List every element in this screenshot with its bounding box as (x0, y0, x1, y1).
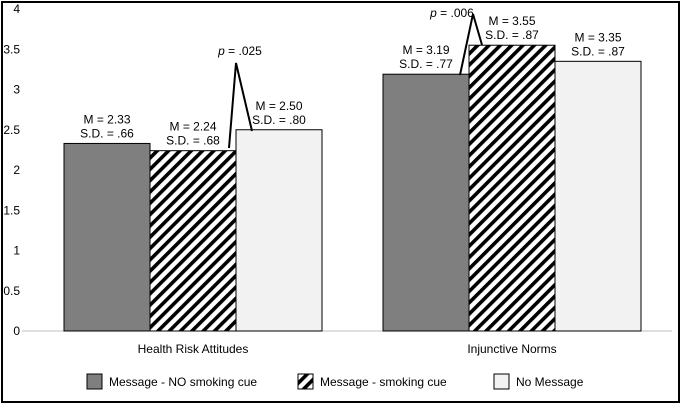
bar-label-sd: S.D. = .77 (399, 57, 453, 71)
bar-label-sd: S.D. = .87 (571, 44, 625, 58)
legend-swatch (493, 373, 510, 390)
bar-health-risk-1 (63, 142, 151, 332)
legend-label: No Message (516, 375, 584, 389)
bars (63, 44, 642, 332)
y-tick-label: 1 (13, 244, 20, 258)
p-value: = .025 (225, 44, 262, 58)
bar-injunctive-norms-1 (382, 73, 470, 332)
bar-label-mean: M = 2.50 (255, 99, 302, 113)
p-value-label: p = .006 (429, 6, 474, 20)
legend-label: Message - NO smoking cue (109, 375, 257, 389)
bar-label-sd: S.D. = .66 (80, 126, 134, 140)
bar-label-mean: M = 3.35 (574, 30, 621, 44)
bar-health-risk-3 (235, 129, 323, 332)
bar-label-mean: M = 2.33 (83, 112, 130, 126)
significance-bracket (228, 62, 253, 149)
y-tick-label: 3.5 (3, 42, 20, 56)
legend-swatch (297, 373, 314, 390)
y-tick-label: 2.5 (3, 123, 20, 137)
p-value-label: p = .025 (217, 44, 262, 58)
bar-health-risk-2 (149, 150, 237, 332)
y-tick-label: 1.5 (3, 203, 20, 217)
bar-label-mean: M = 3.19 (402, 43, 449, 57)
x-category-label: Injunctive Norms (467, 342, 556, 356)
y-tick-label: 3 (13, 83, 20, 97)
bar-label-sd: S.D. = .87 (485, 28, 539, 42)
legend: Message - NO smoking cue Message - smokin… (86, 373, 584, 390)
bar-label-mean: M = 3.55 (488, 14, 535, 28)
significance-bracket (459, 13, 483, 76)
y-tick-label: 0 (13, 324, 20, 338)
y-tick-label: 0.5 (3, 284, 20, 298)
y-tick-label: 2 (13, 163, 20, 177)
bar-label-mean: M = 2.24 (169, 120, 216, 134)
bar-injunctive-norms-3 (554, 60, 642, 332)
p-value: = .006 (437, 6, 474, 20)
legend-swatch (86, 373, 103, 390)
p-symbol: p (429, 6, 437, 20)
bar-label-sd: S.D. = .68 (166, 134, 220, 148)
x-category-label: Health Risk Attitudes (138, 342, 249, 356)
data-labels: M = 2.33S.D. = .66 M = 2.24S.D. = .68 M = … (80, 14, 625, 147)
bar-injunctive-norms-2 (468, 44, 556, 332)
bar-label-sd: S.D. = .80 (252, 113, 306, 127)
legend-label: Message - smoking cue (320, 375, 447, 389)
p-symbol: p (217, 44, 225, 58)
y-tick-label: 4 (13, 2, 20, 16)
